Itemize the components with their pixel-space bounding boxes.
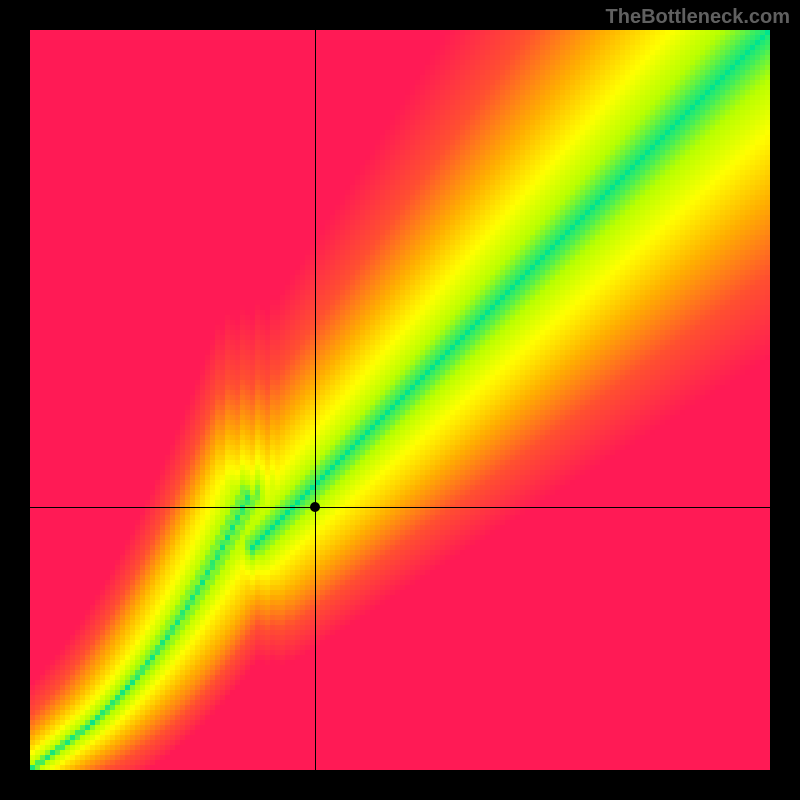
crosshair-marker [310, 502, 320, 512]
heatmap-plot [30, 30, 770, 770]
crosshair-horizontal [30, 507, 770, 508]
crosshair-vertical [315, 30, 316, 770]
watermark-text: TheBottleneck.com [606, 6, 790, 29]
heatmap-canvas [30, 30, 770, 770]
